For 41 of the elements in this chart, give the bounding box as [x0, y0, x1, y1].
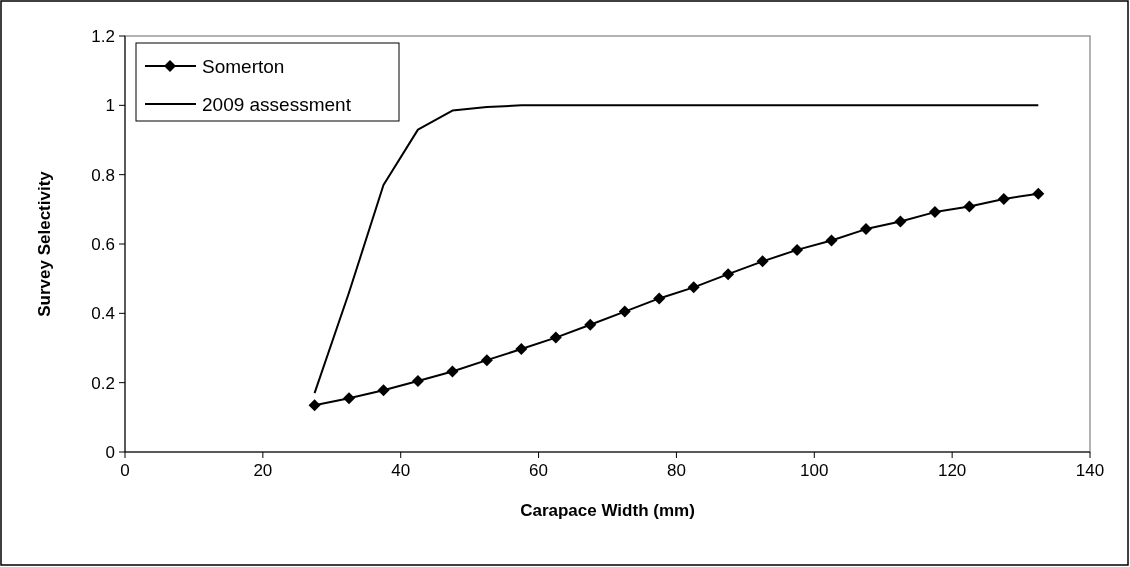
y-tick-label: 0.2 [91, 373, 115, 393]
point [963, 200, 976, 213]
point [687, 281, 700, 294]
point [411, 374, 424, 387]
point [825, 234, 838, 247]
point [446, 365, 459, 378]
x-tick-label: 60 [529, 461, 549, 480]
point [377, 384, 390, 397]
legend-label: Somerton [202, 55, 285, 77]
point [480, 354, 493, 367]
x-tick-label: 80 [666, 461, 686, 480]
y-tick-label: 0 [105, 442, 115, 462]
x-tick-label: 140 [1075, 461, 1105, 480]
point [894, 215, 907, 228]
point [584, 318, 597, 331]
point [722, 268, 735, 281]
point [756, 255, 769, 268]
point [515, 343, 528, 356]
point [618, 305, 631, 318]
point [549, 331, 562, 344]
x-axis-title: Carapace Width (mm) [520, 501, 695, 520]
y-axis-title: Survey Selectivity [35, 170, 54, 317]
point [1032, 187, 1045, 200]
x-tick-label: 120 [937, 461, 967, 480]
x-tick-label: 40 [391, 461, 411, 480]
legend-label: 2009 assessment [202, 93, 352, 115]
point [653, 292, 666, 305]
x-tick-label: 0 [120, 461, 130, 480]
point [997, 192, 1010, 205]
x-tick-label: 100 [800, 461, 829, 480]
y-tick-label: 0.8 [91, 165, 115, 185]
point [859, 223, 872, 236]
point [791, 243, 804, 256]
point [308, 399, 321, 412]
point [343, 392, 356, 405]
y-tick-label: 0.4 [91, 304, 115, 324]
y-tick-label: 1 [105, 96, 115, 116]
y-tick-label: 1.2 [91, 26, 115, 46]
point [928, 206, 941, 219]
y-tick-label: 0.6 [91, 234, 115, 254]
x-tick-label: 20 [253, 461, 273, 480]
